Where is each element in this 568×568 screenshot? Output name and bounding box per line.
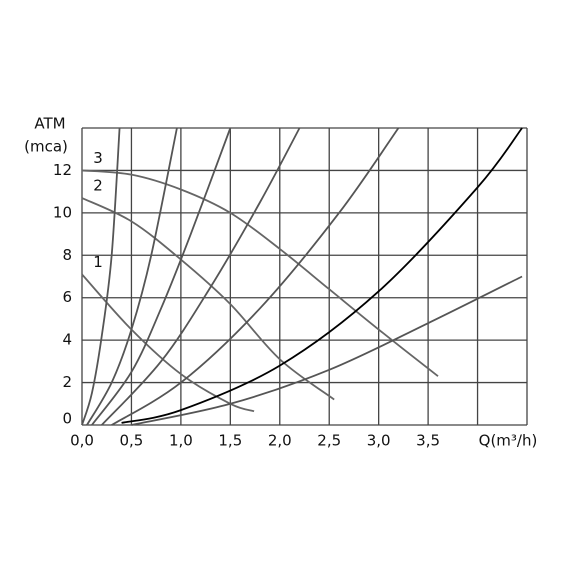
curve-label: 2 [93, 177, 103, 195]
y-tick-label: 6 [62, 288, 72, 306]
curve [111, 127, 400, 426]
curve [131, 275, 523, 426]
x-tick-label: 3,5 [416, 432, 440, 450]
x-tick-label: 1,5 [218, 432, 242, 450]
x-tick-label: 0,5 [120, 432, 144, 450]
curve [81, 169, 439, 377]
y-tick-label: 12 [53, 161, 72, 179]
curve [86, 127, 178, 426]
curve [81, 127, 121, 426]
y-tick-label: 10 [53, 203, 72, 221]
x-tick-label: 1,0 [169, 432, 193, 450]
curve [81, 197, 335, 401]
curve [91, 127, 232, 426]
y-axis-label: (mca) [24, 138, 68, 156]
y-axis-label: ATM [34, 115, 65, 133]
curve [81, 273, 255, 413]
curve [101, 127, 301, 426]
x-tick-label: 3,0 [367, 432, 391, 450]
x-tick-label: 2,0 [268, 432, 292, 450]
y-tick-label: 0 [62, 410, 72, 428]
curve [121, 127, 523, 424]
curve-label: 3 [93, 149, 103, 167]
x-tick-label: 2,5 [317, 432, 341, 450]
x-tick-label: 0,0 [70, 432, 94, 450]
curve-label: 1 [93, 253, 103, 271]
y-tick-label: 8 [62, 246, 72, 264]
x-axis-label: Q(m³/h) [479, 432, 538, 450]
y-tick-label: 4 [62, 331, 72, 349]
y-tick-label: 2 [62, 373, 72, 391]
